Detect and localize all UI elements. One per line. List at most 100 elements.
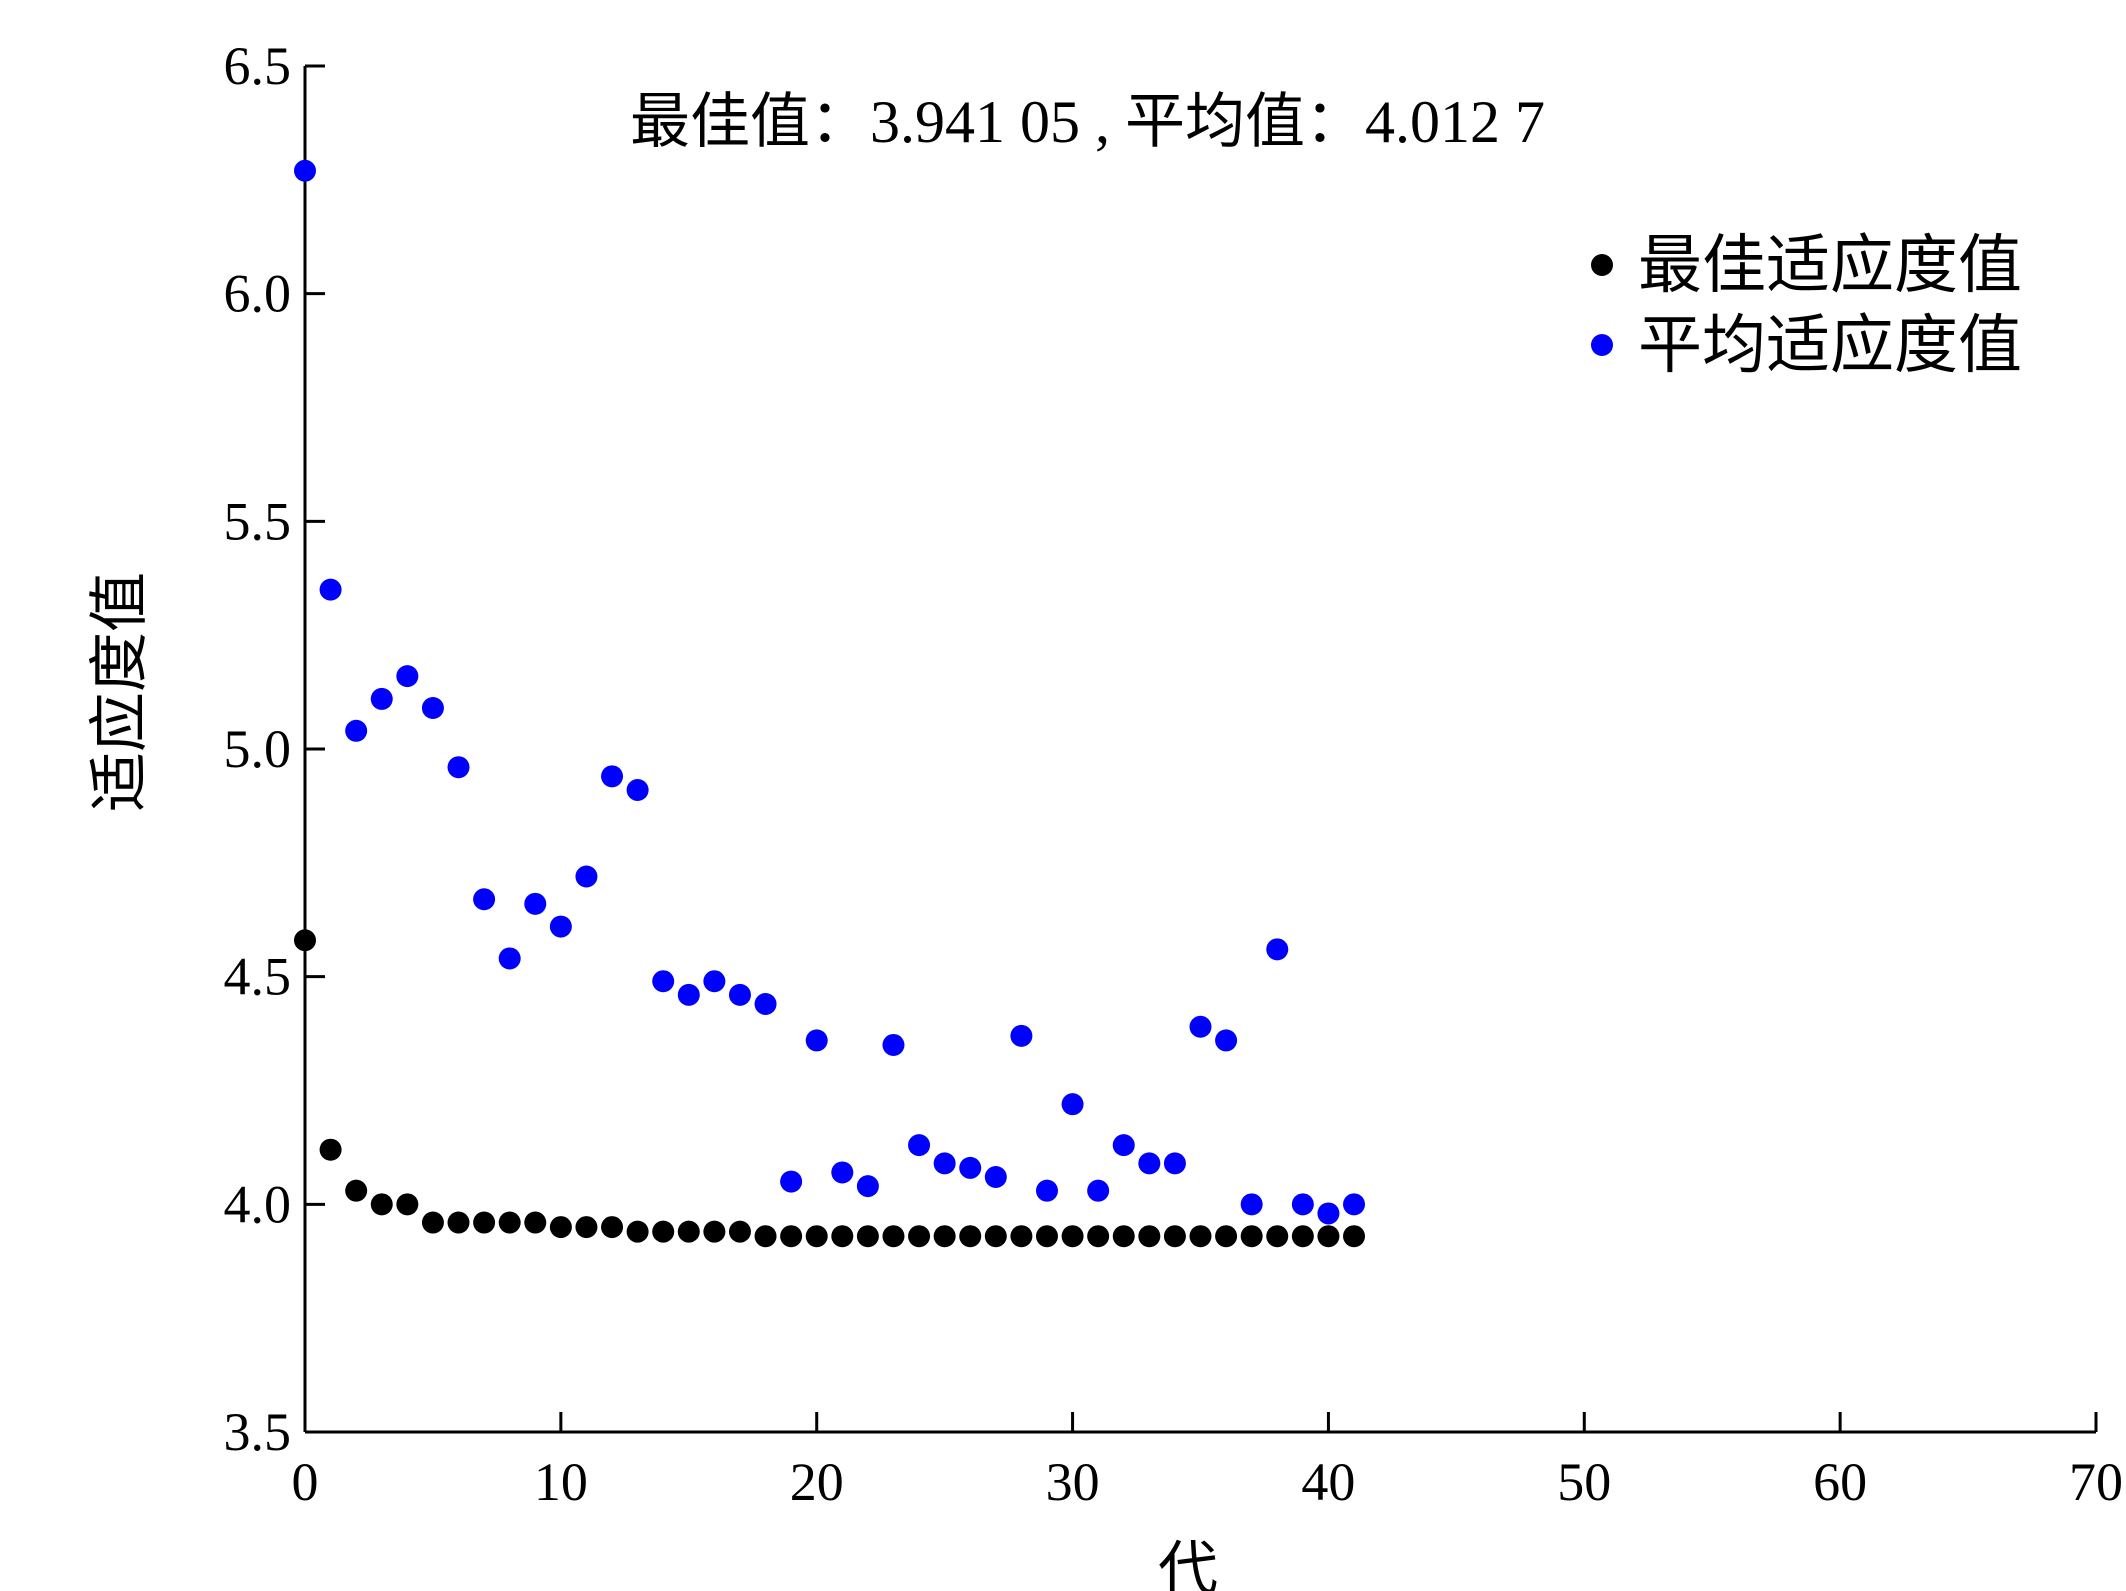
x-tick-label: 50 xyxy=(1557,1452,1611,1512)
data-point xyxy=(421,697,444,720)
data-point xyxy=(1317,1225,1340,1248)
data-point xyxy=(856,1175,879,1198)
data-point xyxy=(524,1211,547,1234)
y-tick-label: 6.5 xyxy=(224,36,292,96)
y-ticks: 3.5 4.0 4.5 5.0 5.5 6.0 6.5 xyxy=(224,36,325,1462)
data-point xyxy=(1189,1225,1212,1248)
data-point xyxy=(805,1225,828,1248)
y-tick-label: 4.0 xyxy=(224,1174,292,1234)
data-point xyxy=(421,1211,444,1234)
data-point xyxy=(754,1225,777,1248)
data-point xyxy=(1163,1152,1186,1175)
data-point xyxy=(447,1211,470,1234)
data-point xyxy=(575,865,598,888)
data-point xyxy=(345,719,368,742)
data-point xyxy=(294,159,316,182)
data-point xyxy=(984,1166,1007,1189)
data-point xyxy=(1215,1029,1238,1052)
data-point xyxy=(984,1225,1007,1248)
data-point xyxy=(908,1134,931,1157)
data-point xyxy=(1240,1193,1263,1216)
data-point xyxy=(959,1156,982,1179)
x-axis-title: 代 xyxy=(1158,1537,1218,1591)
data-point xyxy=(1138,1225,1161,1248)
data-point xyxy=(1266,1225,1289,1248)
legend-marker xyxy=(1591,254,1613,276)
data-point xyxy=(396,665,419,688)
data-point xyxy=(447,756,470,779)
data-point xyxy=(370,687,393,710)
data-point xyxy=(1087,1179,1110,1202)
x-tick-label: 30 xyxy=(1046,1452,1100,1512)
data-point xyxy=(1087,1225,1110,1248)
data-point xyxy=(1010,1225,1033,1248)
x-tick-label: 20 xyxy=(790,1452,844,1512)
data-point xyxy=(626,778,649,801)
y-tick-label: 6.0 xyxy=(224,264,292,324)
data-point xyxy=(549,915,572,938)
data-point xyxy=(959,1225,982,1248)
data-point xyxy=(498,1211,521,1234)
data-point xyxy=(677,983,700,1006)
data-point xyxy=(882,1033,905,1056)
data-point xyxy=(473,1211,496,1234)
data-point xyxy=(1112,1134,1135,1157)
data-point xyxy=(473,888,496,911)
data-point xyxy=(294,929,316,952)
data-point xyxy=(1240,1225,1263,1248)
data-point xyxy=(652,970,675,993)
data-point xyxy=(601,1216,624,1239)
data-point xyxy=(575,1216,598,1239)
data-point xyxy=(549,1216,572,1239)
data-point xyxy=(1010,1024,1033,1047)
x-tick-label: 60 xyxy=(1813,1452,1867,1512)
x-tick-label: 70 xyxy=(2069,1452,2123,1512)
data-point xyxy=(524,892,547,915)
data-point xyxy=(498,947,521,970)
data-point xyxy=(831,1161,854,1184)
data-point xyxy=(1035,1179,1058,1202)
data-point xyxy=(908,1225,931,1248)
x-tick-label: 0 xyxy=(292,1452,319,1512)
data-point xyxy=(754,992,777,1015)
y-tick-label: 5.0 xyxy=(224,719,292,779)
data-point xyxy=(345,1179,368,1202)
data-point xyxy=(677,1220,700,1243)
data-point xyxy=(1291,1225,1314,1248)
legend-label: 最佳适应度值 xyxy=(1638,230,2022,301)
y-tick-label: 3.5 xyxy=(224,1402,292,1462)
data-point xyxy=(1061,1093,1084,1116)
chart-annotation: 最佳值：3.941 05 , 平均值：4.012 7 xyxy=(630,89,1545,155)
series-0 xyxy=(294,929,1366,1248)
data-point xyxy=(703,970,726,993)
y-tick-label: 5.5 xyxy=(224,491,292,551)
data-point xyxy=(703,1220,726,1243)
data-point xyxy=(396,1193,419,1216)
data-point xyxy=(805,1029,828,1052)
x-tick-label: 40 xyxy=(1301,1452,1355,1512)
data-point xyxy=(1061,1225,1084,1248)
data-point xyxy=(728,983,751,1006)
data-point xyxy=(1189,1015,1212,1038)
data-point xyxy=(626,1220,649,1243)
data-point xyxy=(1035,1225,1058,1248)
data-point xyxy=(1291,1193,1314,1216)
data-point xyxy=(1112,1225,1135,1248)
y-tick-label: 4.5 xyxy=(224,947,292,1007)
data-point xyxy=(882,1225,905,1248)
data-point xyxy=(856,1225,879,1248)
data-point xyxy=(370,1193,393,1216)
legend-marker xyxy=(1591,334,1613,356)
data-point xyxy=(1317,1202,1340,1225)
data-point xyxy=(780,1225,803,1248)
data-point xyxy=(1163,1225,1186,1248)
data-point xyxy=(1343,1225,1366,1248)
data-point xyxy=(319,1138,342,1161)
data-point xyxy=(933,1152,956,1175)
x-tick-label: 10 xyxy=(534,1452,588,1512)
data-point xyxy=(728,1220,751,1243)
series-layer xyxy=(294,159,1366,1248)
data-point xyxy=(652,1220,675,1243)
